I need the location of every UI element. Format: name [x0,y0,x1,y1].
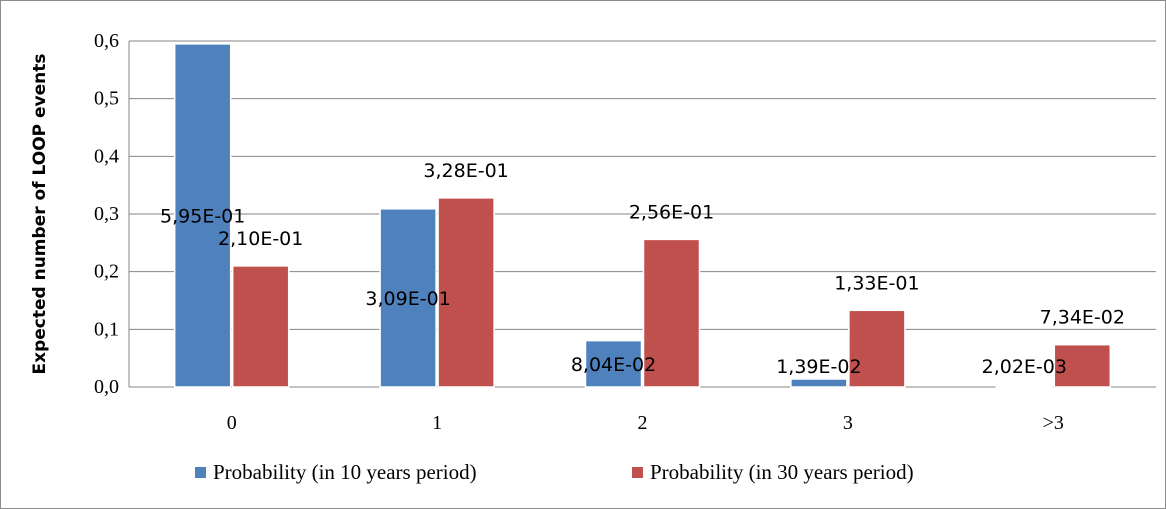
data-label: 1,39E-02 [776,356,861,378]
x-tick-label: >3 [1043,412,1064,434]
y-tick-label: 0,6 [94,30,119,52]
data-label: 1,33E-01 [834,272,919,294]
bar-series2-cat2 [642,238,701,388]
bars [173,43,1112,388]
legend: Probability (in 10 years period) Probabil… [195,460,914,484]
bar-series2-cat3 [848,309,906,388]
bar-series2-cat0 [231,265,290,388]
x-tick-label: 1 [432,412,442,434]
legend-label-series2: Probability (in 30 years period) [650,460,914,484]
x-axis-ticks: 0 1 2 3 >3 [227,412,1064,434]
bar-series1-cat3 [790,378,848,388]
data-label: 5,95E-01 [160,205,245,227]
legend-swatch-series1 [195,467,206,478]
y-tick-label: 0,2 [94,261,119,283]
x-tick-label: 2 [638,412,648,434]
bar-series1-cat0 [173,43,232,388]
y-tick-label: 0,1 [94,318,119,340]
y-axis-title: Expected number of LOOP events [30,53,50,374]
legend-swatch-series2 [632,467,643,478]
legend-label-series1: Probability (in 10 years period) [213,460,477,484]
y-axis-ticks: 0,0 0,1 0,2 0,3 0,4 0,5 0,6 [94,30,119,398]
data-label: 3,28E-01 [423,160,508,182]
bar-series2-cat1 [437,197,495,388]
y-tick-label: 0,5 [94,88,119,110]
data-label: 3,09E-01 [365,288,450,310]
bar-series1-cat1 [379,208,437,388]
y-tick-label: 0,0 [94,376,119,398]
y-tick-label: 0,4 [94,145,119,167]
gridlines [128,40,1156,388]
data-label: 7,34E-02 [1040,307,1125,329]
x-tick-label: 3 [843,412,853,434]
data-label: 2,02E-03 [982,356,1067,378]
y-tick-label: 0,3 [94,203,119,225]
x-tick-label: 0 [227,412,237,434]
bar-series1-cat2 [584,339,643,388]
data-label: 2,56E-01 [629,201,714,223]
data-label: 2,10E-01 [218,228,303,250]
bar-series2-cat4 [1053,343,1112,388]
data-label: 8,04E-02 [571,354,656,376]
bar-series1-cat4 [995,385,1054,388]
data-labels: 5,95E-012,10E-01 3,09E-01 3,28E-01 8,04E-02… [160,160,1125,378]
